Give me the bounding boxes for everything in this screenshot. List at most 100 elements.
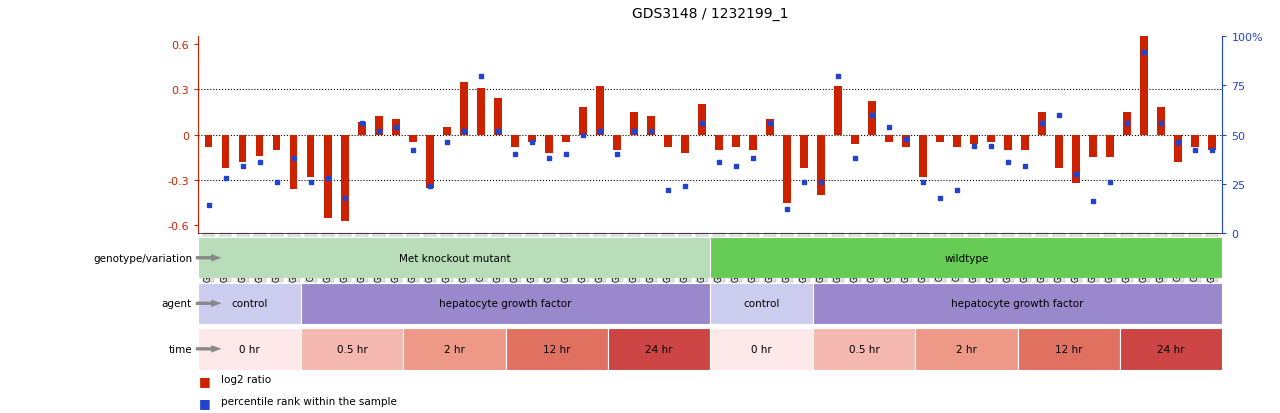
Bar bbox=[256, 135, 264, 157]
Bar bbox=[443, 128, 451, 135]
Bar bbox=[710, 283, 813, 324]
Bar bbox=[1140, 2, 1148, 135]
Bar bbox=[1038, 113, 1046, 135]
Bar bbox=[198, 237, 710, 279]
Bar bbox=[813, 283, 1222, 324]
Bar bbox=[613, 135, 621, 150]
Bar bbox=[902, 135, 910, 147]
Bar bbox=[527, 135, 535, 143]
Bar bbox=[954, 135, 961, 147]
Bar bbox=[392, 120, 399, 135]
Bar bbox=[375, 117, 383, 135]
Bar bbox=[562, 135, 570, 143]
Text: ■: ■ bbox=[198, 396, 210, 409]
Bar bbox=[340, 135, 348, 221]
Text: hepatocyte growth factor: hepatocyte growth factor bbox=[439, 299, 572, 309]
Bar bbox=[987, 135, 995, 143]
Bar bbox=[664, 135, 672, 147]
Bar bbox=[886, 135, 893, 143]
Bar bbox=[732, 135, 740, 147]
Bar bbox=[817, 135, 824, 196]
Bar bbox=[1174, 135, 1181, 162]
Text: 12 hr: 12 hr bbox=[1055, 344, 1083, 354]
Text: 0.5 hr: 0.5 hr bbox=[849, 344, 879, 354]
Text: wildtype: wildtype bbox=[945, 253, 988, 263]
Bar bbox=[494, 99, 502, 135]
Text: 24 hr: 24 hr bbox=[1157, 344, 1185, 354]
Text: log2 ratio: log2 ratio bbox=[221, 374, 271, 384]
Text: 0 hr: 0 hr bbox=[751, 344, 772, 354]
Bar bbox=[970, 135, 978, 144]
Bar bbox=[460, 83, 467, 135]
Text: 2 hr: 2 hr bbox=[444, 344, 465, 354]
Bar bbox=[1120, 328, 1222, 370]
Bar bbox=[1124, 113, 1132, 135]
Text: control: control bbox=[744, 299, 780, 309]
Bar bbox=[307, 135, 315, 178]
Text: genotype/variation: genotype/variation bbox=[93, 253, 192, 263]
Text: percentile rank within the sample: percentile rank within the sample bbox=[221, 396, 397, 406]
Bar bbox=[358, 123, 366, 135]
Bar bbox=[545, 135, 553, 153]
Bar bbox=[919, 135, 927, 178]
Bar bbox=[324, 135, 332, 218]
Bar bbox=[915, 328, 1018, 370]
Bar bbox=[851, 135, 859, 144]
Text: 0.5 hr: 0.5 hr bbox=[337, 344, 367, 354]
Bar bbox=[608, 328, 710, 370]
Bar bbox=[630, 113, 637, 135]
Bar bbox=[813, 328, 915, 370]
Bar bbox=[1157, 108, 1165, 135]
Bar bbox=[710, 237, 1222, 279]
Bar bbox=[403, 328, 506, 370]
Bar bbox=[408, 135, 416, 143]
Bar bbox=[511, 135, 518, 147]
Bar bbox=[1192, 135, 1199, 147]
Bar bbox=[198, 328, 301, 370]
Text: ■: ■ bbox=[198, 374, 210, 387]
Bar bbox=[936, 135, 943, 143]
Bar bbox=[835, 87, 842, 135]
Bar bbox=[646, 117, 654, 135]
Bar bbox=[698, 105, 705, 135]
Bar bbox=[1018, 328, 1120, 370]
Bar bbox=[868, 102, 876, 135]
Bar bbox=[477, 88, 485, 135]
Text: agent: agent bbox=[161, 299, 192, 309]
Bar bbox=[1021, 135, 1029, 150]
Bar bbox=[239, 135, 247, 162]
Text: 2 hr: 2 hr bbox=[956, 344, 977, 354]
Text: hepatocyte growth factor: hepatocyte growth factor bbox=[951, 299, 1084, 309]
Text: time: time bbox=[169, 344, 192, 354]
Bar bbox=[1208, 135, 1216, 150]
Text: GDS3148 / 1232199_1: GDS3148 / 1232199_1 bbox=[632, 7, 788, 21]
Text: 0 hr: 0 hr bbox=[239, 344, 260, 354]
Bar bbox=[749, 135, 756, 150]
Bar bbox=[1005, 135, 1012, 150]
Bar bbox=[289, 135, 297, 190]
Bar bbox=[1106, 135, 1114, 158]
Bar bbox=[579, 108, 586, 135]
Bar bbox=[800, 135, 808, 169]
Bar bbox=[221, 135, 229, 169]
Bar bbox=[198, 283, 301, 324]
Bar bbox=[301, 328, 403, 370]
Bar bbox=[596, 87, 604, 135]
Bar bbox=[273, 135, 280, 150]
Text: 12 hr: 12 hr bbox=[543, 344, 571, 354]
Text: 24 hr: 24 hr bbox=[645, 344, 673, 354]
Bar bbox=[710, 328, 813, 370]
Bar bbox=[1089, 135, 1097, 158]
Bar bbox=[767, 120, 774, 135]
Text: control: control bbox=[232, 299, 268, 309]
Bar bbox=[1073, 135, 1080, 183]
Bar bbox=[681, 135, 689, 153]
Bar bbox=[716, 135, 723, 150]
Bar bbox=[205, 135, 212, 147]
Bar bbox=[301, 283, 710, 324]
Bar bbox=[506, 328, 608, 370]
Bar bbox=[783, 135, 791, 203]
Text: Met knockout mutant: Met knockout mutant bbox=[398, 253, 511, 263]
Bar bbox=[426, 135, 434, 188]
Bar bbox=[1055, 135, 1062, 169]
